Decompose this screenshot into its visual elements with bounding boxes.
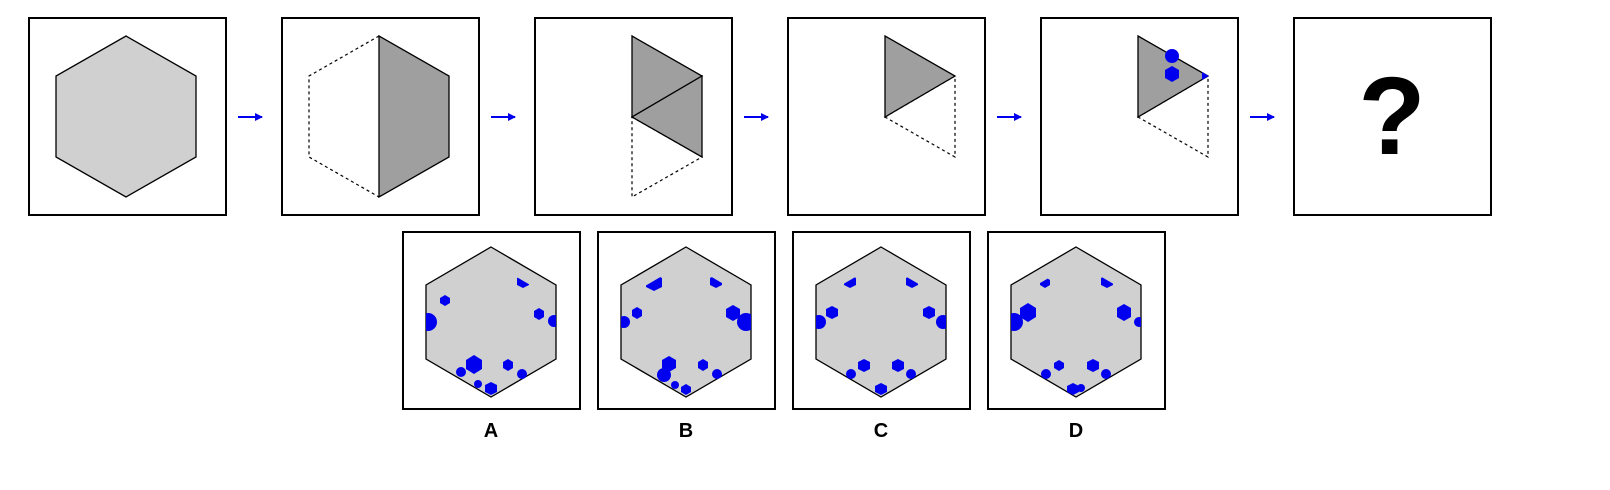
option-d-label: D	[1069, 420, 1083, 442]
hole	[485, 382, 497, 395]
hole	[737, 313, 751, 331]
final-folded-triangle	[884, 34, 957, 119]
step-5-panel	[1040, 17, 1239, 216]
hole	[1011, 313, 1023, 331]
hole	[1101, 369, 1111, 379]
hole	[503, 359, 513, 371]
hole	[657, 368, 671, 382]
option-c[interactable]: C	[792, 231, 971, 442]
hole	[456, 367, 466, 377]
hole	[816, 315, 826, 329]
hole	[548, 315, 556, 327]
hole	[440, 295, 450, 306]
hole	[662, 356, 676, 372]
hole	[712, 369, 722, 379]
hole	[517, 369, 527, 379]
middle-triangle	[630, 74, 703, 159]
hole	[923, 306, 935, 319]
hole	[426, 313, 437, 331]
option-a-label: A	[484, 420, 498, 442]
question-mark: ?	[1358, 55, 1425, 178]
step-4-panel	[787, 17, 986, 216]
hole	[1117, 304, 1131, 321]
hole	[1087, 359, 1099, 372]
step-1-panel	[28, 17, 227, 216]
hole	[1077, 384, 1085, 392]
hole	[1054, 360, 1064, 371]
option-b-label: B	[679, 420, 693, 442]
hole	[892, 359, 904, 372]
hole	[846, 369, 856, 379]
hole	[466, 355, 482, 374]
step-2-panel	[281, 17, 480, 216]
hole	[474, 380, 482, 388]
hole	[875, 383, 887, 395]
hole	[621, 316, 630, 328]
option-c-label: C	[874, 420, 888, 442]
hole	[936, 315, 946, 329]
option-d[interactable]: D	[987, 231, 1166, 442]
full-hexagon	[55, 35, 197, 198]
option-b[interactable]: B	[597, 231, 776, 442]
right-half-folded	[378, 34, 450, 199]
folded-away-triangle	[1136, 74, 1209, 159]
folded-away-triangle	[883, 74, 956, 159]
folded-away-outline	[308, 35, 380, 198]
hole	[681, 384, 691, 395]
option-a[interactable]: A	[402, 231, 581, 442]
hole	[1067, 383, 1079, 395]
hole	[906, 369, 916, 379]
step-3-panel	[534, 17, 733, 216]
punch-holes	[1165, 49, 1209, 82]
hole	[1020, 303, 1036, 322]
hole	[826, 306, 838, 319]
hole	[632, 307, 642, 319]
answer-frame	[1293, 17, 1492, 216]
hole	[534, 308, 544, 320]
hole	[1134, 317, 1141, 327]
hole	[671, 381, 679, 389]
answer-panel: ?	[1293, 17, 1492, 216]
hexagonal-punch-hole	[1165, 66, 1179, 82]
round-punch-hole	[1165, 49, 1179, 63]
folded-away-triangle	[631, 115, 704, 199]
hole	[858, 359, 870, 372]
edge-punch-hole	[1202, 72, 1209, 80]
hole	[726, 305, 740, 321]
hole	[1041, 369, 1051, 379]
hole	[698, 359, 708, 371]
